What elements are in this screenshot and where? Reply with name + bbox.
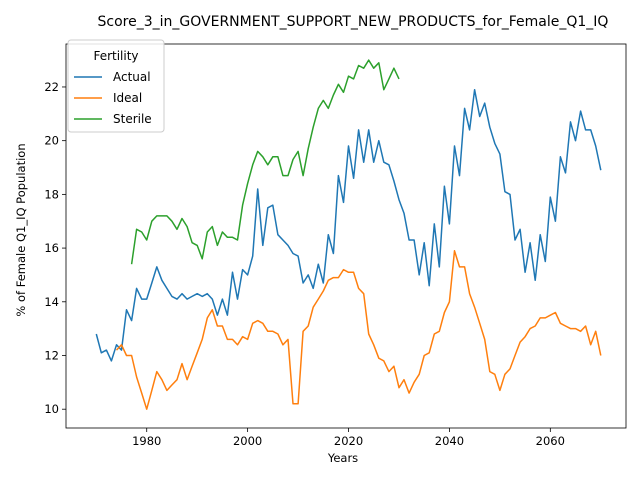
legend-label-actual: Actual <box>113 70 151 84</box>
y-axis-label: % of Female Q1_IQ Population <box>14 143 28 316</box>
x-axis-ticks: 1980 2000 2020 2040 2060 <box>132 428 565 448</box>
y-tick-label: 18 <box>44 187 59 201</box>
x-axis-label: Years <box>327 451 358 465</box>
x-tick-label: 2040 <box>435 434 464 448</box>
series-line-sterile <box>130 59 400 265</box>
legend-label-sterile: Sterile <box>113 112 152 126</box>
x-tick-label: 1980 <box>132 434 161 448</box>
x-tick-label: 2000 <box>233 434 262 448</box>
x-tick-label: 2020 <box>334 434 363 448</box>
legend-title: Fertility <box>93 49 138 63</box>
x-tick-label: 2060 <box>536 434 565 448</box>
legend-box <box>67 39 165 133</box>
legend-label-ideal: Ideal <box>113 91 142 105</box>
plot-area-frame <box>65 43 627 429</box>
y-tick-label: 10 <box>44 402 59 416</box>
y-tick-label: 16 <box>44 241 59 255</box>
legend-entries: Actual Ideal Sterile <box>74 70 152 126</box>
chart-title: Score_3_in_GOVERNMENT_SUPPORT_NEW_PRODUC… <box>98 14 609 30</box>
y-tick-label: 14 <box>44 295 59 309</box>
series-line-ideal <box>115 250 602 410</box>
series-lines <box>95 59 602 410</box>
y-tick-label: 22 <box>44 80 59 94</box>
y-tick-label: 20 <box>44 134 59 148</box>
y-axis-ticks: 10 12 14 16 18 20 22 <box>44 80 66 416</box>
y-tick-label: 12 <box>44 348 59 362</box>
legend: Fertility Actual Ideal Sterile <box>67 39 165 133</box>
series-line-actual <box>95 88 602 362</box>
